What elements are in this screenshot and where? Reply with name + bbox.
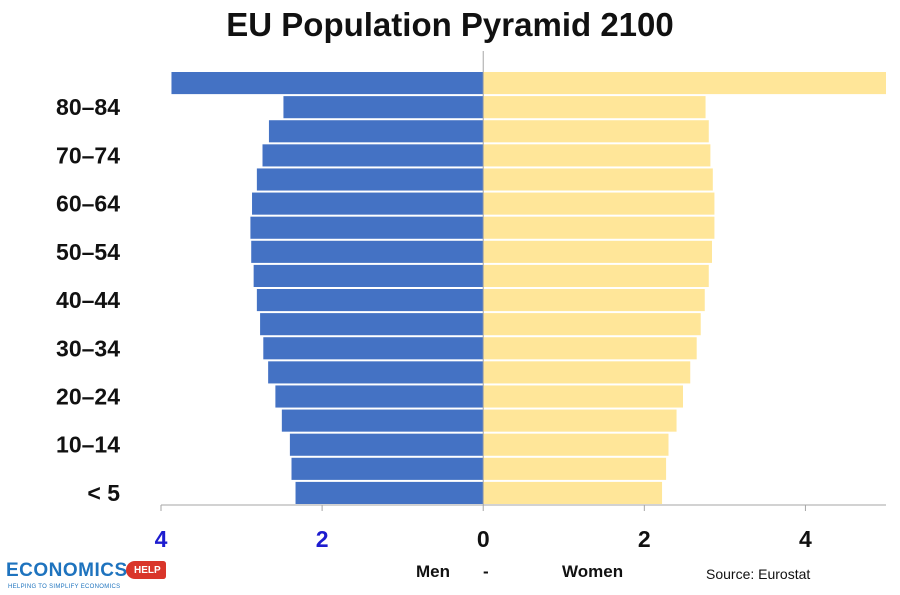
bar-women [483, 385, 683, 408]
y-tick-label: 20–24 [56, 384, 120, 410]
bar-women [483, 313, 701, 336]
bar-women [483, 409, 677, 432]
bar-women [483, 240, 712, 263]
bar-men [260, 313, 484, 336]
x-axis-label-women: Women [562, 562, 624, 581]
logo-tagline: HELPING TO SIMPLIFY ECONOMICS [8, 584, 121, 590]
bar-men [295, 481, 484, 504]
y-tick-label: 60–64 [56, 191, 120, 217]
bar-women [483, 168, 713, 191]
bar-men [275, 385, 484, 408]
y-tick-label: 80–84 [56, 94, 120, 120]
bar-women [483, 289, 705, 312]
x-tick-label: 2 [638, 526, 651, 552]
bar-women [483, 192, 715, 215]
bar-women [483, 481, 663, 504]
bar-men [291, 457, 484, 480]
bar-men [256, 289, 484, 312]
bar-men [250, 216, 484, 239]
source-note: Source: Eurostat [706, 566, 811, 582]
bar-women [483, 361, 691, 384]
bar-men [252, 192, 484, 215]
bar-men [263, 337, 484, 360]
y-tick-label: 40–44 [56, 287, 120, 313]
chart-title: EU Population Pyramid 2100 [226, 6, 674, 43]
x-axis-label-separator: - [483, 562, 489, 581]
bar-men [253, 264, 484, 287]
bar-men [281, 409, 484, 432]
x-tick-label: 4 [155, 526, 168, 552]
bar-men [283, 96, 484, 119]
logo-wordmark: ECONOMICS [6, 560, 128, 581]
bar-women [483, 216, 715, 239]
y-tick-label: 30–34 [56, 335, 120, 361]
x-tick-label: 0 [477, 526, 490, 552]
bar-women [483, 337, 697, 360]
y-tick-label: < 5 [87, 480, 120, 506]
bar-men [268, 361, 484, 384]
x-tick-label: 4 [799, 526, 812, 552]
logo-badge: HELP [126, 561, 166, 579]
bar-women [483, 433, 669, 456]
bar-women [483, 457, 667, 480]
bar-women [483, 96, 706, 119]
y-tick-label: 10–14 [56, 432, 120, 458]
economics-help-logo: ECONOMICS HELP HELPING TO SIMPLIFY ECONO… [6, 560, 171, 594]
x-tick-label: 2 [316, 526, 329, 552]
bar-women [483, 264, 709, 287]
bar-men [171, 72, 484, 95]
bar-men [256, 168, 484, 191]
y-tick-label: 50–54 [56, 239, 120, 265]
bar-men [262, 144, 484, 167]
bar-men [289, 433, 484, 456]
bar-women [483, 144, 711, 167]
y-tick-label: 70–74 [56, 142, 120, 168]
bar-men [268, 120, 484, 143]
x-axis-label-men: Men [416, 562, 450, 581]
population-pyramid-chart: 4 2 0 2 4 < 5 10–14 20–24 30–34 40–44 50–54 60–64 70… [56, 51, 886, 552]
bar-women [483, 120, 709, 143]
bar-men [251, 240, 484, 263]
bar-women [483, 72, 886, 95]
